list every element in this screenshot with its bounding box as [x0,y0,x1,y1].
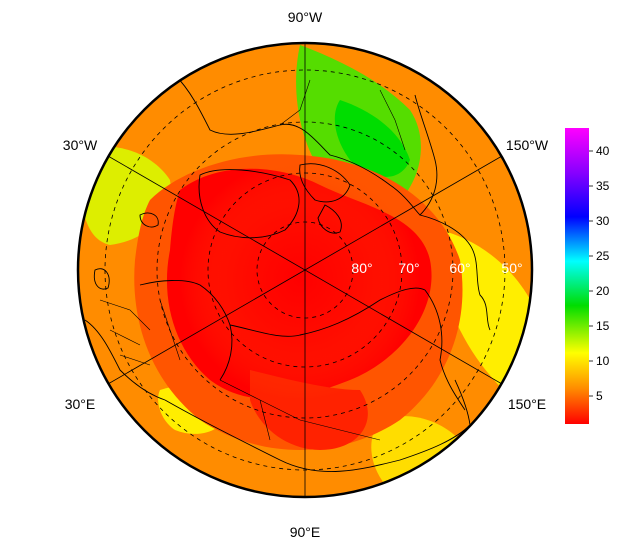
colorbar-label-5: 5 [596,389,603,403]
coastline-alaska [419,214,491,331]
colorbar-label-25: 25 [596,249,610,263]
colorbar: 5 10 15 20 25 30 35 40 [565,128,610,424]
lon-label-bottom: 90°E [290,524,321,540]
borders-north-america [279,79,406,151]
lat-label-80: 80° [351,260,372,276]
coastline-canada-islands-2 [317,204,342,234]
meridians [107,43,503,497]
coastline-russia-north [229,287,426,337]
field-core-glow [180,160,420,400]
colorbar-label-40: 40 [596,144,610,158]
lat-label-70: 70° [398,260,419,276]
coastline-iceland [139,212,159,228]
lat-label-60: 60° [449,260,470,276]
borders-asia [219,379,381,441]
colorbar-label-30: 30 [596,214,610,228]
field-bright-green [334,100,410,177]
coastline-canada-islands [299,163,351,203]
colorbar-label-35: 35 [596,179,610,193]
lat-label-50: 50° [501,260,522,276]
lon-label-lower-left: 30°E [65,396,96,412]
colorbar-ticks [589,150,593,397]
coastline-russia-east [424,289,466,411]
colorbar-label-20: 20 [596,284,610,298]
meridian-150w-30e [107,155,503,385]
coastline-asia-south [164,399,471,472]
coastline-uk [93,268,110,290]
coastline-europe [84,319,166,401]
colorbar-label-10: 10 [596,354,610,368]
coastlines [84,74,491,472]
coastline-japan [454,379,471,426]
map-border [76,41,534,499]
colorbar-gradient [565,128,589,424]
lon-label-upper-left: 30°W [63,137,98,153]
lon-label-upper-right: 150°W [506,137,549,153]
coastline-greenland [198,169,300,239]
colorbar-label-15: 15 [596,319,610,333]
coastline-north-america [174,74,438,216]
borders-europe [99,299,181,366]
map-disc [78,43,532,497]
lon-label-top: 90°W [288,9,323,25]
lon-label-lower-right: 150°E [508,396,546,412]
coastline-scandinavia [139,280,233,381]
